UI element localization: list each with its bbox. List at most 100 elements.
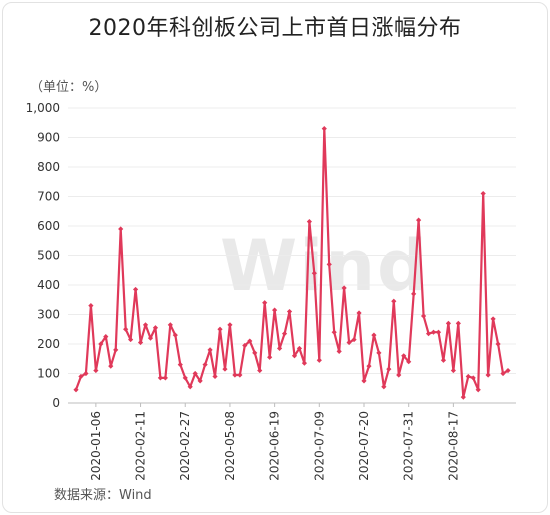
y-tick-label: 0 <box>52 396 60 410</box>
y-tick-label: 400 <box>37 278 60 292</box>
data-point <box>177 362 183 368</box>
data-point <box>336 348 342 354</box>
data-point <box>113 347 119 353</box>
y-tick-label: 100 <box>37 367 60 381</box>
data-point <box>232 372 238 378</box>
data-point <box>103 334 109 340</box>
data-point <box>381 384 387 390</box>
x-tick-label: 2020-06-19 <box>268 411 282 481</box>
data-point <box>227 322 233 328</box>
data-point <box>192 370 198 377</box>
data-point <box>420 313 427 319</box>
data-point <box>157 375 164 381</box>
data-point <box>73 387 79 393</box>
data-point <box>123 326 129 332</box>
chart-title: 2020年科创板公司上市首日涨幅分布 <box>88 16 462 41</box>
data-point <box>262 300 268 306</box>
wind-watermark: Wind <box>220 225 430 307</box>
y-tick-label: 500 <box>37 249 60 263</box>
data-point <box>321 126 327 132</box>
data-point <box>202 362 208 368</box>
data-point <box>252 350 258 356</box>
data-point <box>376 350 382 356</box>
data-point <box>455 320 461 326</box>
data-point <box>88 303 94 309</box>
data-point <box>137 339 144 346</box>
data-point <box>118 226 124 232</box>
data-point <box>257 367 263 374</box>
data-point <box>331 329 337 335</box>
data-point <box>391 298 397 304</box>
data-point <box>356 310 362 316</box>
data-point <box>351 336 357 343</box>
data-point <box>272 307 278 313</box>
x-tick-label: 2020-07-20 <box>357 411 371 481</box>
data-point <box>147 335 154 341</box>
data-point <box>128 336 134 343</box>
data-point <box>281 331 288 337</box>
data-point <box>132 286 139 293</box>
x-tick-label: 2020-02-27 <box>178 411 192 481</box>
data-point <box>311 270 317 276</box>
data-point <box>301 360 308 366</box>
data-point <box>430 329 437 335</box>
data-point <box>276 345 283 352</box>
data-point <box>316 357 322 363</box>
x-tick-label: 2020-08-17 <box>446 411 460 481</box>
data-point <box>286 308 293 315</box>
series-line <box>74 127 509 399</box>
data-point <box>440 357 447 363</box>
data-point <box>326 261 332 267</box>
data-point <box>425 331 432 337</box>
data-point <box>182 375 188 381</box>
data-point <box>306 218 312 225</box>
data-point <box>98 341 104 347</box>
data-point <box>386 366 392 372</box>
data-point <box>366 363 372 369</box>
x-tick-label: 2020-07-09 <box>312 411 326 481</box>
data-point <box>361 378 367 384</box>
data-point <box>142 322 149 328</box>
data-point <box>490 316 496 322</box>
y-axis-unit-label: （单位：%） <box>30 80 108 95</box>
data-source-note: 数据来源：Wind <box>54 488 152 503</box>
data-point <box>475 387 481 393</box>
data-point <box>480 190 486 197</box>
data-point <box>495 341 501 347</box>
data-point <box>217 326 223 332</box>
data-point <box>470 375 476 381</box>
data-point <box>465 373 471 380</box>
data-point <box>197 378 203 384</box>
data-point <box>346 339 352 346</box>
data-point <box>237 372 243 378</box>
data-point <box>485 372 491 378</box>
data-point <box>78 373 84 380</box>
data-point <box>167 322 173 328</box>
data-point <box>83 370 89 377</box>
data-point <box>500 370 506 377</box>
data-point <box>460 394 466 400</box>
y-tick-label: 600 <box>37 219 60 233</box>
y-tick-label: 200 <box>37 337 60 351</box>
data-point <box>93 367 99 374</box>
data-point <box>267 354 273 360</box>
data-point <box>152 325 159 331</box>
data-point <box>247 338 253 344</box>
y-tick-label: 300 <box>37 308 60 322</box>
y-tick-label: 1,000 <box>26 101 60 115</box>
data-point <box>505 367 511 374</box>
data-point <box>416 217 422 223</box>
data-point <box>450 367 456 374</box>
data-point <box>207 347 213 353</box>
data-point <box>435 329 442 335</box>
x-tick-label: 2020-02-11 <box>134 411 148 481</box>
data-point <box>187 384 193 390</box>
data-point <box>162 375 168 381</box>
data-point <box>445 320 452 326</box>
data-point <box>291 353 298 359</box>
data-point <box>222 366 228 372</box>
x-tick-label: 2020-01-06 <box>89 411 103 481</box>
data-point <box>406 359 412 365</box>
data-point <box>371 332 377 338</box>
